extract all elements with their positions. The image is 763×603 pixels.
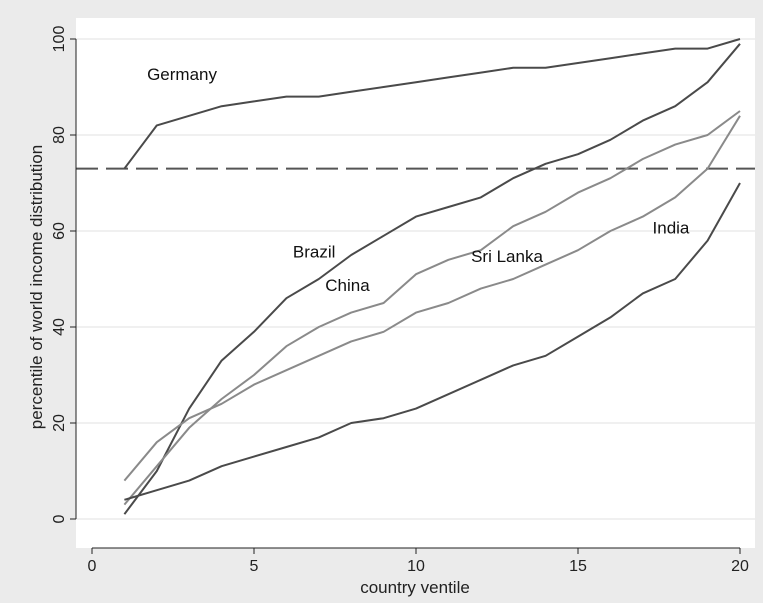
series-line-india [124, 182, 741, 501]
y-tick-label: 100 [51, 26, 68, 53]
x-tick-label: 0 [88, 558, 97, 575]
y-tick-label: 80 [51, 126, 68, 144]
series-line-china [123, 110, 741, 506]
x-axis-title: country ventile [360, 578, 470, 597]
grid [76, 38, 755, 520]
y-tick-label: 40 [51, 318, 68, 336]
x-tick-label: 20 [731, 558, 749, 575]
y-axis-title: percentile of world income distribution [27, 145, 46, 429]
plot-area [76, 18, 755, 548]
series-label-sri-lanka: Sri Lanka [471, 247, 543, 266]
x-tick-label: 5 [250, 558, 259, 575]
series-label-china: China [325, 276, 370, 295]
series-layer [123, 38, 741, 515]
series-label-brazil: Brazil [293, 242, 336, 261]
series-line-brazil [123, 43, 741, 515]
x-tick-label: 10 [407, 558, 425, 575]
series-label-india: India [653, 218, 690, 237]
x-tick-label: 15 [569, 558, 587, 575]
series-label-germany: Germany [147, 65, 217, 84]
series-line-germany [123, 38, 741, 170]
y-tick-label: 20 [51, 414, 68, 432]
y-tick-label: 0 [51, 514, 68, 523]
axes: 0 20 40 60 80 100 0 5 10 15 20 [51, 26, 749, 575]
series-line-sri-lanka [123, 115, 741, 482]
series-labels: Germany Brazil China Sri Lanka India [147, 65, 690, 295]
y-tick-label: 60 [51, 222, 68, 240]
